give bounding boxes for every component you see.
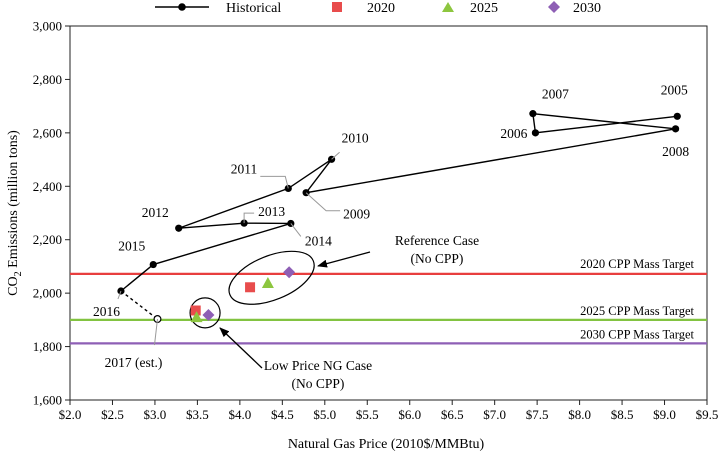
x-tick-label: $9.5 [696, 407, 719, 422]
plot-area [69, 25, 708, 401]
marker-2020 [190, 305, 201, 316]
y-tick-label: 1,600 [33, 393, 62, 408]
year-label: 2015 [118, 239, 145, 254]
y-tick-label: 2,800 [33, 72, 62, 87]
x-tick-label: $2.5 [101, 407, 124, 422]
legend-label-2020: 2020 [367, 1, 395, 16]
legend-label-historical: Historical [226, 1, 281, 16]
year-label-estimate: 2017 (est.) [105, 355, 163, 370]
reference-case-arrow [317, 251, 371, 268]
historical-point [673, 112, 681, 120]
legend: Historical 2020 2025 2030 [155, 1, 601, 16]
legend-2025-marker [442, 2, 454, 12]
year-label: 2008 [662, 144, 689, 159]
reference-lines: 2020 CPP Mass Target 2025 CPP Mass Target… [70, 257, 707, 345]
legend-label-2030: 2030 [573, 1, 601, 16]
year-label: 2012 [142, 205, 169, 220]
year-label: 2010 [342, 130, 369, 145]
y-tick-label: 2,400 [33, 179, 62, 194]
legend-2020-marker [332, 2, 342, 12]
year-leader-line [117, 290, 122, 300]
legend-historical-marker [178, 3, 186, 11]
year-label: 2005 [661, 82, 688, 97]
marker-2025 [261, 276, 274, 288]
x-tick-label: $6.0 [398, 407, 421, 422]
marker-2030 [283, 266, 296, 279]
x-tick-label: $3.5 [186, 407, 209, 422]
x-tick-label: $4.0 [228, 407, 251, 422]
y-tick-label: 2,600 [33, 125, 62, 140]
low-price-case-arrow [219, 327, 263, 369]
marker-2030 [202, 309, 215, 322]
year-leader-line [260, 175, 289, 189]
year-label: 2007 [542, 87, 569, 102]
reference-case-label: Reference Case (No CPP) [395, 233, 479, 266]
year-label: 2014 [305, 233, 332, 248]
historical-point [671, 125, 680, 133]
historical-point [149, 260, 157, 269]
y-axis-title: CO2 Emissions (million tons) [6, 130, 24, 296]
legend-2030-marker [548, 1, 560, 13]
target-line-label: 2030 CPP Mass Target [580, 327, 694, 341]
x-tick-label: $8.0 [568, 407, 591, 422]
year-leader-line [243, 212, 255, 224]
year-leader-line [153, 318, 158, 346]
y-tick-label: 3,000 [33, 19, 62, 34]
annotations: Reference Case (No CPP) Low Price NG Case(… [189, 233, 479, 391]
target-line-label: 2020 CPP Mass Target [580, 257, 694, 271]
y-tick-label: 2,200 [33, 232, 62, 247]
historical-point [175, 224, 183, 232]
estimate-dashed-line [120, 290, 158, 320]
x-tick-label: $5.5 [356, 407, 379, 422]
target-line-label: 2025 CPP Mass Target [580, 304, 694, 318]
reference-case-ellipse [228, 250, 315, 305]
low-price-case-ellipse [189, 297, 221, 329]
year-label: 2011 [231, 161, 258, 176]
year-leader-line [305, 192, 341, 212]
low-price-case-label: Low Price NG Case (No CPP) [264, 358, 372, 391]
x-tick-label: $2.0 [59, 407, 82, 422]
x-tick-label: $6.5 [441, 407, 464, 422]
historical-point [529, 110, 537, 118]
y-axis: 1,600 1,800 2,000 2,200 2,400 2,600 2,800 3,000 [33, 19, 70, 408]
x-tick-label: $4.5 [271, 407, 294, 422]
x-tick-label: $5.0 [313, 407, 336, 422]
marker-2020 [245, 282, 256, 293]
year-label: 2009 [343, 207, 370, 222]
year-leader-line [331, 151, 340, 160]
year-label: 2016 [93, 304, 120, 319]
projection-series [190, 266, 296, 323]
legend-label-2025: 2025 [470, 1, 498, 16]
historical-point [531, 129, 540, 137]
year-label: 2006 [500, 126, 527, 141]
y-tick-label: 2,000 [33, 286, 62, 301]
marker-2025 [190, 311, 203, 323]
x-tick-label: $8.5 [611, 407, 634, 422]
x-axis-title: Natural Gas Price (2010$/MMBtu) [288, 437, 485, 452]
historical-series: 2005 2006 2007 2008 2009 2010 2011 2012 2013 2014… [93, 82, 689, 370]
year-label: 2013 [258, 204, 285, 219]
y-tick-label: 1,800 [33, 339, 62, 354]
x-tick-label: $7.5 [526, 407, 549, 422]
year-leader-line [290, 223, 302, 237]
x-tick-label: $7.0 [483, 407, 506, 422]
x-tick-label: $9.0 [653, 407, 676, 422]
x-tick-label: $3.0 [144, 407, 167, 422]
x-axis: $2.0 $2.5 $3.0 $3.5 $4.0 $4.5 $5.0 $5.5 $6.0 $6.5… [59, 400, 719, 422]
